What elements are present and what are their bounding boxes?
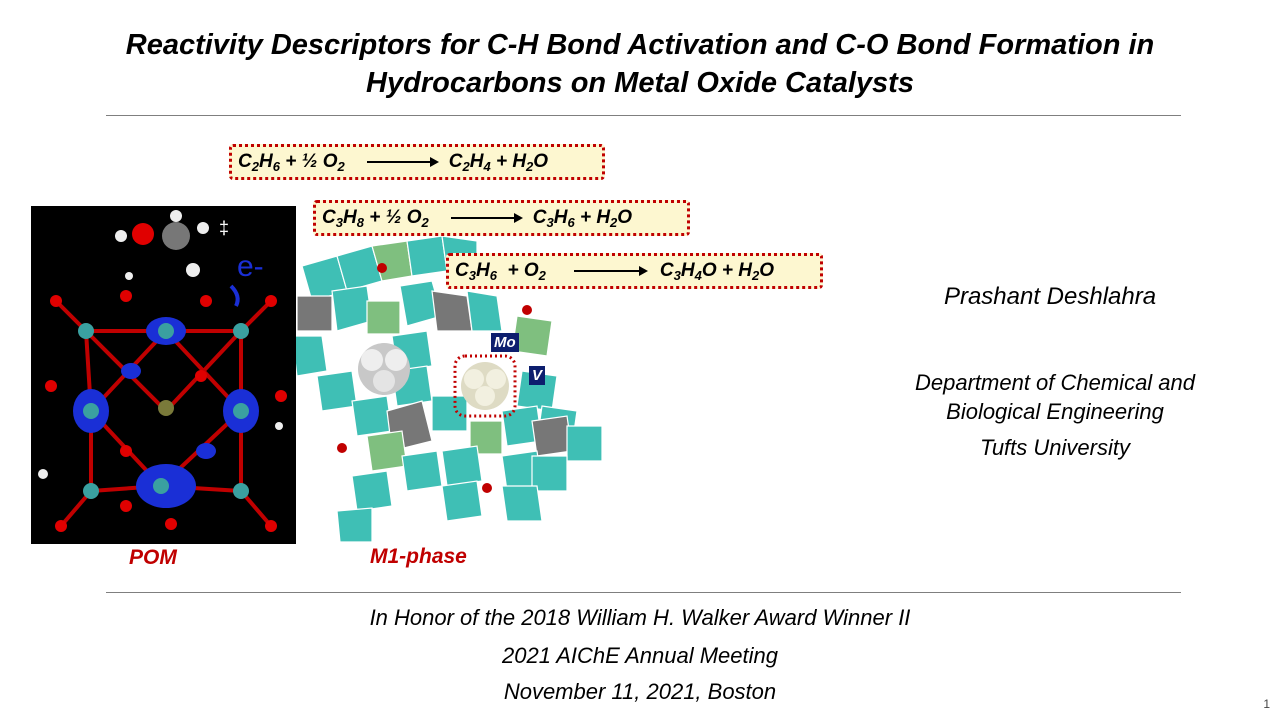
m1-phase-label: M1-phase bbox=[370, 545, 467, 568]
v-badge: V bbox=[529, 366, 546, 385]
m1-phase-image bbox=[291, 235, 603, 543]
footer-date: November 11, 2021, Boston bbox=[503, 679, 777, 704]
page-number: 1 bbox=[1263, 697, 1270, 711]
electron-label: e- bbox=[237, 250, 264, 283]
footer-award: In Honor of the 2018 William H. Walker A… bbox=[369, 605, 911, 630]
title-line-1: Reactivity Descriptors for C-H Bond Acti… bbox=[125, 29, 1155, 61]
reaction-arrow bbox=[366, 157, 439, 167]
reaction-arrow bbox=[450, 213, 523, 223]
title-line-2: Hydrocarbons on Metal Oxide Catalysts bbox=[366, 67, 914, 99]
mo-badge: Mo bbox=[491, 333, 519, 352]
equation-propene: C3H6 + O2 C3H4O + H2O bbox=[446, 253, 823, 289]
reaction-arrow bbox=[573, 266, 648, 276]
author-name: Prashant Deshlahra bbox=[943, 283, 1157, 310]
pom-molecule-render bbox=[38, 210, 287, 532]
eq3-reactants: C3H6 + O2 bbox=[455, 260, 546, 283]
pom-structure-image: e- ‡ bbox=[31, 206, 296, 544]
equation-propane: C3H8 + ½ O2 C3H6 + H2O bbox=[313, 200, 690, 236]
university-name: Tufts University bbox=[980, 435, 1130, 460]
equation-ethane: C2H6 + ½ O2 C2H4 + H2O bbox=[229, 144, 605, 180]
eq2-products: C3H6 + H2O bbox=[532, 207, 633, 230]
eq1-reactants: C2H6 + ½ O2 bbox=[238, 151, 345, 174]
eq3-products: C3H4O + H2O bbox=[659, 260, 774, 283]
slide-title: Reactivity Descriptors for C-H Bond Acti… bbox=[0, 26, 1280, 102]
pom-label: POM bbox=[129, 546, 177, 569]
bottom-divider bbox=[106, 592, 1181, 593]
footer-meeting: 2021 AIChE Annual Meeting bbox=[502, 643, 778, 668]
department-line-2: Biological Engineering bbox=[946, 399, 1164, 424]
transition-state-symbol: ‡ bbox=[219, 218, 230, 238]
department-line-1: Department of Chemical and bbox=[914, 370, 1196, 395]
m1-phase-structure bbox=[291, 235, 612, 546]
eq2-reactants: C3H8 + ½ O2 bbox=[322, 207, 429, 230]
top-divider bbox=[106, 115, 1181, 116]
eq1-products: C2H4 + H2O bbox=[448, 151, 549, 174]
